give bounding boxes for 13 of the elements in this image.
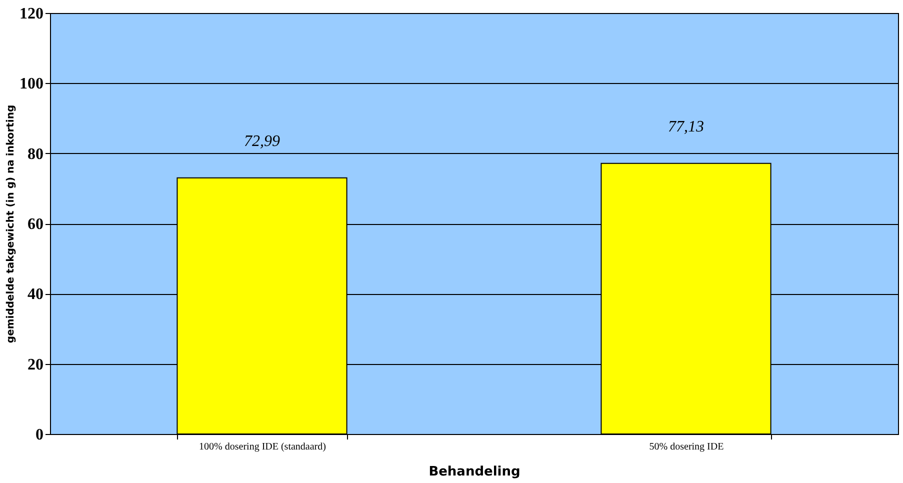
y-tick-label: 120 bbox=[20, 6, 44, 22]
x-tick-label: 50% dosering IDE bbox=[649, 442, 724, 452]
y-axis-title: gemiddelde takgewicht (in g) na inkorting bbox=[6, 104, 16, 344]
x-tick-label: 100% dosering IDE (standaard) bbox=[199, 442, 326, 452]
y-tick-label: 40 bbox=[28, 286, 44, 304]
data-label: 72,99 bbox=[244, 132, 280, 150]
x-axis-title: Behandeling bbox=[428, 464, 520, 480]
data-label: 77,13 bbox=[668, 118, 704, 136]
y-tick-label: 60 bbox=[28, 216, 44, 233]
y-tick-label: 100 bbox=[20, 76, 44, 93]
y-tick-label: 0 bbox=[36, 426, 44, 444]
y-tick-label: 80 bbox=[28, 146, 44, 163]
y-tick-label: 20 bbox=[28, 356, 44, 374]
